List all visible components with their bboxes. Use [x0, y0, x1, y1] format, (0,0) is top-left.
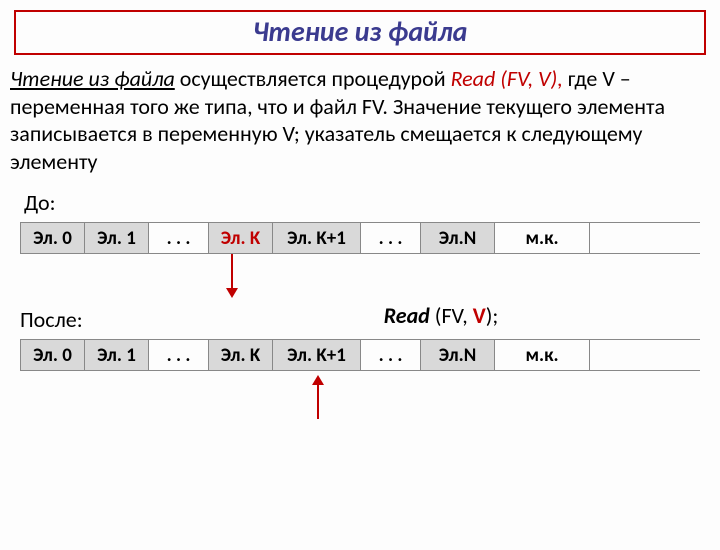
table-cell: Эл. 0: [20, 340, 84, 370]
table-cell: Эл.N: [420, 340, 494, 370]
table-cell: Эл. K+1: [272, 340, 360, 370]
para-mid1: осуществляется процедурой: [175, 65, 451, 92]
procedure-name: Read (FV, V),: [451, 65, 563, 92]
table-cell: Эл.N: [420, 223, 494, 253]
label-before: До:: [24, 189, 720, 216]
table-cell: . . .: [360, 340, 420, 370]
middle-section: После: Read (FV, V);: [20, 298, 700, 339]
read-call: Read (FV, V);: [182, 302, 700, 329]
lead-phrase: Чтение из файла: [10, 65, 175, 92]
table-cell: Эл. K+1: [272, 223, 360, 253]
table-cell: Эл. 1: [84, 223, 148, 253]
title-text: Чтение из файла: [253, 14, 468, 49]
table-cell: . . .: [148, 340, 208, 370]
read-close: );: [486, 302, 499, 329]
table-cell: Эл. 1: [84, 340, 148, 370]
read-prefix: Read: [384, 302, 430, 329]
row-after: Эл. 0Эл. 1. . .Эл. KЭл. K+1. . .Эл.Nм.к.: [20, 339, 700, 371]
title-box: Чтение из файла: [14, 10, 706, 55]
table-cell: Эл. 0: [20, 223, 84, 253]
read-open: (FV,: [430, 302, 473, 329]
table-cell: . . .: [360, 223, 420, 253]
arrow-up-icon: [312, 375, 324, 419]
table-cell: м.к.: [494, 223, 590, 253]
table-cell: Эл. K: [208, 223, 272, 253]
table-cell: м.к.: [494, 340, 590, 370]
table-cell: Эл. K: [208, 340, 272, 370]
description-paragraph: Чтение из файла осуществляется процедуро…: [10, 65, 710, 175]
read-arg: V: [473, 302, 486, 329]
row-before: Эл. 0Эл. 1. . .Эл. KЭл. K+1. . .Эл.Nм.к.: [20, 222, 700, 254]
arrow-down-icon: [226, 254, 238, 298]
table-cell: . . .: [148, 223, 208, 253]
label-after: После:: [20, 306, 182, 333]
